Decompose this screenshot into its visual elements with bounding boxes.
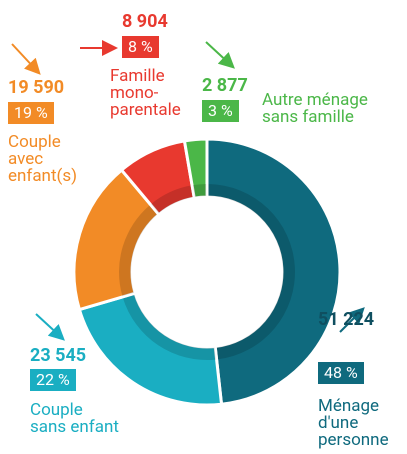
segment-shade xyxy=(192,184,207,197)
segment-shade xyxy=(207,184,296,360)
arrow xyxy=(205,41,235,69)
percent-label: 3 % xyxy=(202,100,239,122)
donut-segment xyxy=(205,137,342,406)
category-label: Couple sans enfant xyxy=(30,400,119,437)
category-label: Couple avec enfant(s) xyxy=(8,132,78,186)
category-label: Ménage d'une personne xyxy=(318,396,389,450)
category-label: Famille mono- parentale xyxy=(110,66,181,120)
arrow xyxy=(339,307,365,333)
percent-label: 8 % xyxy=(122,36,159,58)
value-label: 23 545 xyxy=(30,345,87,366)
value-label: 19 590 xyxy=(8,77,65,98)
percent-label: 22 % xyxy=(30,369,76,391)
donut-segment xyxy=(77,291,224,407)
value-label: 8 904 xyxy=(122,11,168,32)
arrow xyxy=(35,313,65,341)
category-label: Autre ménage sans famille xyxy=(262,90,368,127)
percent-label: 19 % xyxy=(8,102,54,124)
segment-shade xyxy=(122,294,216,360)
arrow xyxy=(11,43,41,75)
value-label: 51 224 xyxy=(318,309,375,330)
value-label: 2 877 xyxy=(202,75,248,96)
percent-label: 48 % xyxy=(318,362,364,384)
segment-shade xyxy=(118,205,158,297)
donut-segment xyxy=(182,137,209,200)
segment-shade xyxy=(151,185,194,214)
